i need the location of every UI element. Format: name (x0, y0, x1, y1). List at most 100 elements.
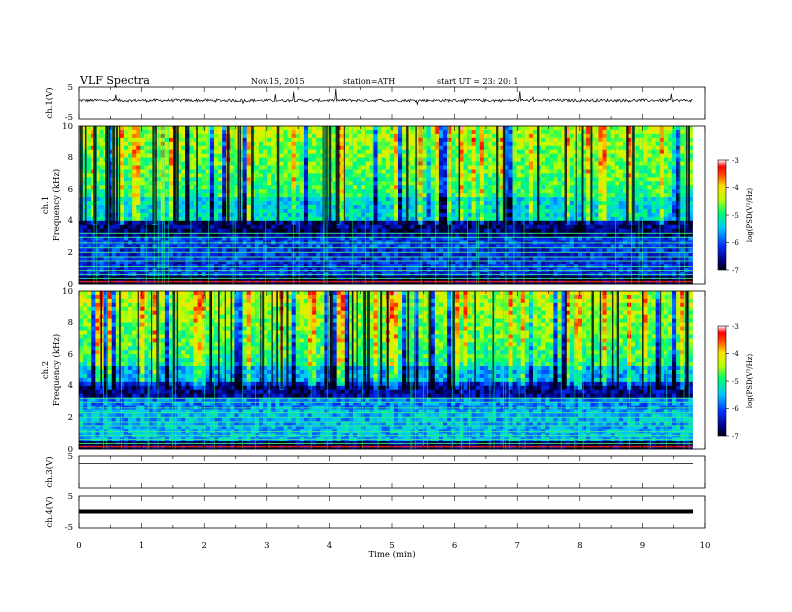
ch1-spectrogram-cell (353, 252, 358, 257)
ch1-spectrogram-cell (557, 145, 562, 151)
ch1-spectrogram-cell (426, 260, 432, 265)
ch1-spectrogram-cell (455, 169, 460, 174)
ch1-spectrogram-cell (377, 185, 383, 190)
ch1-spectrogram-cell (95, 228, 100, 234)
ch1-spectrogram-cell (389, 153, 395, 158)
ch1-spectrogram-cell (328, 232, 333, 237)
ch1-spectrogram-cell (467, 228, 473, 234)
ch1-spectrogram-cell (344, 201, 350, 206)
ch1-spectrogram-cell (250, 244, 256, 249)
ch1-spectrogram-cell (295, 177, 301, 182)
ch1-spectrogram-cell (582, 208, 587, 214)
ch1-spectrogram-cell (471, 165, 477, 170)
ch1-spectrogram-cell (430, 181, 436, 186)
ch1-spectrogram-cell (197, 208, 203, 214)
ch1-spectrogram-cell (467, 248, 473, 253)
ch1-spectrogram-cell (459, 224, 464, 230)
ch1-spectrogram-cell (398, 208, 403, 214)
ch1-spectrogram-cell (577, 220, 583, 226)
ch1-spectrogram-cell (475, 205, 481, 210)
ch1-spectrogram-cell (389, 205, 395, 210)
ch1-spectrogram-cell (434, 220, 440, 226)
ch1-spectrogram-cell (369, 189, 374, 194)
ch1-spectrogram-cell (426, 236, 432, 241)
ch1-spectrogram-cell (283, 189, 288, 194)
ch1-spectrogram-cell (246, 212, 252, 218)
ch1-spectrogram-cell (103, 236, 109, 241)
ch1-spectrogram-cell (361, 161, 366, 166)
ch1-spectrogram-cell (373, 173, 378, 178)
ch1-spectrogram-cell (123, 256, 129, 261)
ch1-spectrogram-cell (586, 205, 591, 210)
ch1-spectrogram-cell (316, 224, 321, 230)
ch1-spectrogram-cell (479, 169, 485, 174)
ch1-spectrogram-cell (344, 224, 350, 230)
ch1-spectrogram-cell (303, 208, 309, 214)
ch1-spectrogram-cell (234, 256, 239, 261)
ch1-spectrogram-cell (577, 126, 583, 131)
ch1-spectrogram-cell (193, 244, 199, 249)
ch1-spectrogram-cell (373, 181, 378, 186)
ch1-spectrogram-cell (459, 232, 464, 237)
ch1-spectrogram-cell (365, 205, 370, 210)
ch1-spectrogram-cell (258, 129, 264, 135)
ch1-spectrogram-cell (377, 193, 383, 198)
ch1-spectrogram-cell (430, 205, 436, 210)
ch1-spectrogram-cell (148, 193, 154, 198)
ch1-spectrogram-cell (381, 193, 387, 198)
ch1-spectrogram-cell (496, 161, 501, 166)
ch1-spectrogram-cell (402, 145, 407, 151)
ch1-spectrogram-cell (438, 252, 444, 257)
ch1-spectrogram-cell (483, 212, 489, 218)
ch1-spectrogram-cell (475, 169, 481, 174)
ch1-spectrogram-cell (312, 133, 317, 139)
ch1-spectrogram-cell (299, 252, 305, 257)
ch1-spectrogram-cell (95, 129, 100, 135)
ch1-spectrogram-cell (508, 201, 513, 206)
ch1-spectrogram-cell (402, 216, 407, 222)
ch1-spectrogram-cell (475, 193, 481, 198)
ch1-spectrogram-cell (316, 126, 321, 131)
ch1-spectrogram-cell (516, 216, 522, 222)
ch1-spectrogram-cell (348, 232, 354, 237)
ch1-spectrogram-cell (422, 169, 428, 174)
ch1-spectrogram-cell (426, 157, 432, 162)
ch1-spectrogram-cell (95, 185, 100, 190)
ch1-spectrogram-cell (528, 133, 534, 139)
ch1-spectrogram-cell (430, 256, 436, 261)
ch1-spectrogram-cell (512, 126, 518, 131)
ch1-spectrogram-cell (434, 260, 440, 265)
ch1-spectrogram-cell (389, 141, 395, 147)
ch1-spectrogram-cell (332, 145, 338, 151)
ch1-spectrogram-cell (385, 133, 391, 139)
ch1-spectrogram-cell (185, 236, 190, 241)
ch1-spectrogram-cell (402, 133, 407, 139)
ch1-spectrogram-cell (230, 220, 235, 226)
ch1-spectrogram-cell (389, 169, 395, 174)
ch1-spectrogram-cell (385, 205, 391, 210)
ch1-spectrogram-cell (103, 256, 109, 261)
ch1-spectrogram-cell (475, 137, 481, 143)
ch1-spectrogram-cell (438, 161, 444, 166)
ch1-spectrogram-cell (381, 260, 387, 265)
ch1-spectrogram-cell (463, 173, 468, 178)
ch1-spectrogram-cell (168, 161, 174, 166)
ch1-spectrogram-cell (353, 181, 358, 186)
ch1-spectrogram-cell (373, 224, 378, 230)
ch1-spectrogram-cell (438, 165, 444, 170)
ch1-spectrogram-cell (128, 189, 133, 194)
ch1-spectrogram-cell (332, 232, 338, 237)
ch1-spectrogram-cell (160, 248, 166, 253)
ch1-spectrogram-cell (193, 165, 199, 170)
ch1-spectrogram-cell (369, 220, 374, 226)
ch1-spectrogram-cell (320, 145, 325, 151)
ch1-spectrogram-cell (132, 232, 137, 237)
ch1-spectrogram-cell (451, 228, 456, 234)
ch1-spectrogram-cell (316, 205, 321, 210)
ch1-spectrogram-cell (312, 153, 317, 158)
ch1-spectrogram-cell (447, 149, 452, 155)
ch1-spectrogram-cell (287, 232, 293, 237)
ch1-spectrogram-cell (328, 224, 333, 230)
ch1-spectrogram-cell (291, 228, 297, 234)
ch1-spectrogram-cell (516, 133, 522, 139)
